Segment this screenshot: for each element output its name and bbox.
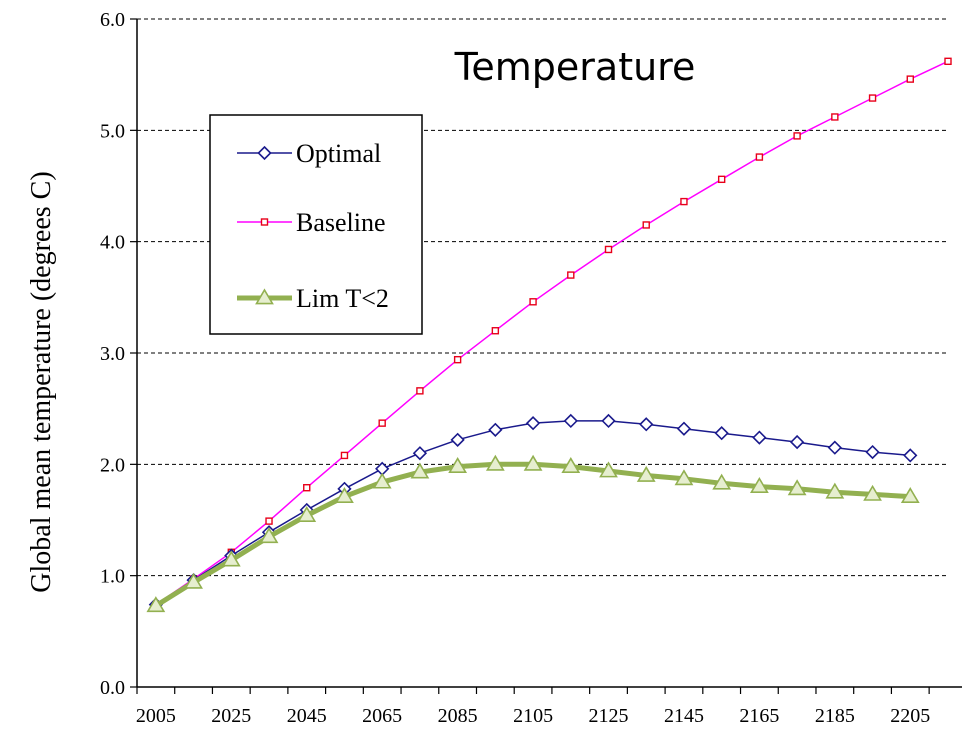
x-tick-label: 2145 bbox=[664, 705, 704, 727]
y-tick-label: 3.0 bbox=[100, 343, 125, 365]
legend: Optimal Baseline Lim T<2 bbox=[209, 114, 423, 335]
x-tick-label: 2005 bbox=[136, 705, 176, 727]
data-point bbox=[259, 527, 279, 544]
data-point bbox=[900, 487, 920, 504]
data-point bbox=[825, 482, 845, 499]
data-point bbox=[410, 462, 430, 479]
x-tick-label: 2085 bbox=[438, 705, 478, 727]
axes bbox=[130, 18, 962, 694]
data-point bbox=[787, 479, 807, 496]
data-point bbox=[340, 451, 349, 460]
y-tick-label: 2.0 bbox=[100, 454, 125, 476]
data-point bbox=[639, 417, 654, 432]
data-point bbox=[680, 197, 688, 206]
data-point bbox=[793, 132, 801, 140]
data-point bbox=[221, 550, 241, 567]
data-point bbox=[752, 430, 767, 445]
data-point bbox=[485, 454, 505, 471]
y-axis-title: Global mean temperature (degrees C) bbox=[26, 171, 57, 592]
data-point bbox=[944, 57, 952, 66]
data-point bbox=[865, 444, 880, 460]
data-point bbox=[868, 94, 877, 102]
x-tick-label: 2105 bbox=[513, 705, 553, 727]
series-lim-t-2 bbox=[146, 454, 920, 613]
data-point bbox=[903, 448, 918, 463]
data-point bbox=[378, 419, 386, 427]
x-tick-label: 2065 bbox=[362, 705, 402, 727]
data-point bbox=[755, 153, 764, 161]
data-point bbox=[265, 517, 273, 525]
series-line bbox=[155, 60, 949, 606]
data-point bbox=[303, 484, 311, 492]
data-point bbox=[676, 421, 692, 436]
data-point bbox=[563, 413, 578, 429]
x-tick-label: 2125 bbox=[589, 705, 629, 727]
data-point bbox=[453, 355, 462, 364]
data-point bbox=[636, 465, 656, 482]
data-point bbox=[642, 221, 650, 229]
x-tick-label: 2165 bbox=[739, 705, 779, 727]
data-point bbox=[567, 271, 575, 279]
y-tick-label: 5.0 bbox=[100, 120, 125, 142]
series-optimal bbox=[148, 413, 918, 612]
data-point bbox=[184, 572, 203, 589]
data-point bbox=[257, 145, 272, 161]
legend-item: Baseline bbox=[237, 208, 386, 237]
data-point bbox=[260, 218, 269, 226]
data-point bbox=[372, 472, 392, 489]
data-point bbox=[450, 432, 465, 447]
data-point bbox=[674, 469, 694, 486]
x-tick-label: 2025 bbox=[211, 705, 251, 727]
data-point bbox=[416, 387, 424, 395]
data-point bbox=[523, 454, 543, 471]
data-point bbox=[491, 327, 500, 335]
data-point bbox=[749, 477, 769, 493]
x-tick-label: 2185 bbox=[815, 705, 855, 727]
data-point bbox=[906, 75, 914, 83]
y-tick-label: 1.0 bbox=[100, 566, 125, 588]
data-point bbox=[604, 245, 613, 254]
data-point bbox=[412, 446, 428, 461]
x-tick-label: 2205 bbox=[890, 705, 930, 727]
data-point bbox=[599, 461, 618, 478]
legend-item: Optimal bbox=[237, 139, 381, 168]
legend-label: Optimal bbox=[296, 139, 381, 168]
legend-label: Lim T<2 bbox=[296, 284, 389, 313]
data-point bbox=[717, 175, 726, 184]
data-point bbox=[712, 473, 732, 490]
chart-title: Temperature bbox=[454, 45, 696, 89]
y-tick-label: 0.0 bbox=[100, 677, 125, 699]
legend-item: Lim T<2 bbox=[237, 284, 389, 313]
data-point bbox=[827, 440, 842, 455]
x-tick-label: 2045 bbox=[287, 705, 327, 727]
data-point bbox=[529, 298, 537, 306]
data-point bbox=[488, 422, 503, 437]
data-point bbox=[831, 113, 839, 121]
y-tick-label: 4.0 bbox=[100, 232, 125, 254]
legend-label: Baseline bbox=[296, 208, 386, 237]
data-point bbox=[335, 487, 354, 504]
data-point bbox=[448, 456, 468, 473]
data-point bbox=[863, 484, 882, 501]
y-tick-label: 6.0 bbox=[100, 9, 125, 31]
series-lines bbox=[146, 57, 952, 613]
data-point bbox=[714, 426, 729, 441]
data-point bbox=[601, 413, 616, 429]
data-point bbox=[297, 505, 317, 522]
data-point bbox=[146, 596, 166, 613]
data-point bbox=[789, 434, 805, 450]
data-point bbox=[255, 288, 274, 305]
data-point bbox=[561, 456, 581, 473]
data-point bbox=[525, 416, 541, 431]
tick-labels: 0.0 1.0 2.0 3.0 4.0 5.0 6.0 2005 2025 2045 2065 208… bbox=[100, 9, 930, 727]
